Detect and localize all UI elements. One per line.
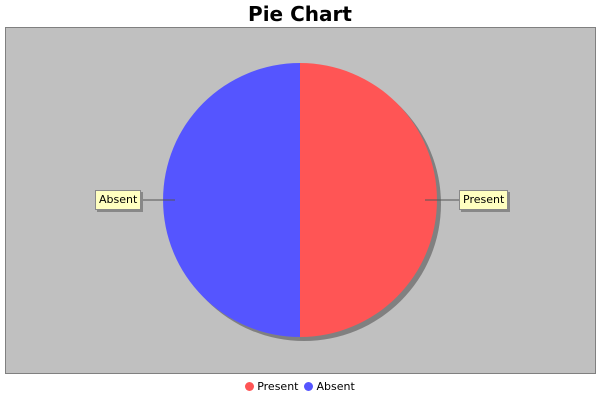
legend-label: Present	[257, 380, 299, 393]
pie-chart	[141, 63, 459, 341]
slice-label-present: Present	[459, 190, 509, 210]
legend-label: Absent	[316, 380, 355, 393]
legend-swatch	[304, 382, 314, 391]
plot-area: Present Absent	[5, 27, 596, 374]
chart-title: Pie Chart	[248, 2, 352, 26]
pie-slice-present[interactable]	[300, 63, 437, 337]
pie-slice-absent[interactable]	[163, 63, 300, 337]
legend: Present Absent	[0, 380, 600, 394]
slice-label-absent: Absent	[95, 190, 142, 210]
legend-swatch	[245, 382, 255, 391]
legend-item-present: Present	[245, 380, 298, 393]
legend-item-absent: Absent	[304, 380, 355, 393]
